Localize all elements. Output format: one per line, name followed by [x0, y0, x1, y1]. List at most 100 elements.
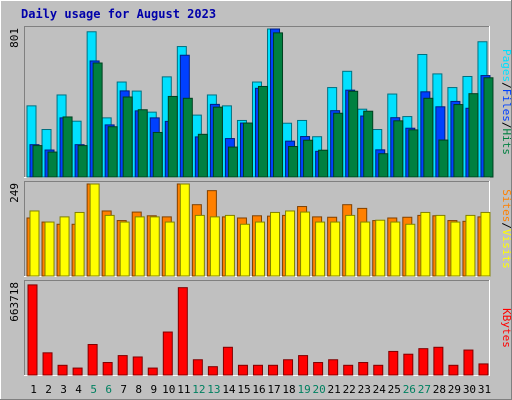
- bar-hits-pages-day-8: [137, 109, 148, 178]
- bar-hits-pages-day-7: [122, 96, 133, 178]
- legend-item-sites: Sites: [500, 189, 512, 222]
- bar-kbytes-kbytes-day-1: [27, 284, 38, 376]
- day-label-11: 11: [177, 383, 190, 396]
- panel-hits-max-label: 801: [8, 28, 21, 48]
- bar-kbytes-kbytes-day-23: [358, 362, 369, 376]
- bar-hits-pages-day-24: [378, 153, 389, 178]
- bar-kbytes-kbytes-day-25: [388, 350, 399, 376]
- bar-kbytes-kbytes-day-8: [132, 356, 143, 376]
- bar-visits-sites-day-31: [480, 211, 491, 277]
- panel-visits-legend-text: Sites/Visits: [500, 189, 512, 269]
- panel-visits: 249 Sites/Visits: [8, 181, 512, 277]
- bar-hits-pages-day-15: [242, 122, 253, 178]
- bar-hits-pages-day-11: [182, 97, 193, 178]
- bar-hits-pages-day-30: [468, 93, 479, 178]
- bar-visits-sites-day-4: [74, 211, 85, 277]
- bar-hits-pages-day-13: [212, 106, 223, 178]
- day-label-18: 18: [282, 383, 295, 396]
- bar-visits-sites-day-3: [59, 216, 70, 277]
- bar-hits-pages-day-29: [453, 104, 464, 178]
- panel-hits: 801 Pages/Files/Hits: [8, 26, 512, 178]
- panel-kbytes-max-label: 663718: [8, 282, 21, 322]
- day-label-4: 4: [75, 383, 82, 396]
- bar-visits-sites-day-27: [420, 211, 431, 277]
- bar-kbytes-kbytes-day-18: [283, 359, 294, 376]
- bar-visits-sites-day-2: [44, 221, 55, 277]
- bar-visits-sites-day-15: [239, 223, 250, 277]
- day-label-24: 24: [373, 383, 387, 396]
- bar-kbytes-kbytes-day-30: [463, 349, 474, 376]
- bar-hits-pages-day-16: [257, 85, 268, 178]
- panel-visits-max-label: 249: [8, 183, 21, 203]
- bar-kbytes-kbytes-day-28: [433, 346, 444, 376]
- bar-hits-pages-day-6: [107, 126, 118, 178]
- bar-kbytes-kbytes-day-4: [72, 367, 83, 376]
- day-label-17: 17: [267, 383, 280, 396]
- day-label-29: 29: [448, 383, 461, 396]
- panel-visits-legend: Sites/Visits: [500, 189, 512, 269]
- bar-hits-pages-day-12: [197, 133, 208, 178]
- bar-kbytes-kbytes-day-31: [478, 363, 489, 376]
- day-label-7: 7: [120, 383, 127, 396]
- day-label-25: 25: [388, 383, 401, 396]
- bar-kbytes-kbytes-day-6: [102, 362, 113, 376]
- day-label-31: 31: [478, 383, 491, 396]
- day-label-5: 5: [90, 383, 97, 396]
- bar-hits-pages-day-3: [62, 116, 73, 178]
- legend-item-files: Files: [500, 89, 512, 122]
- bar-hits-pages-day-26: [408, 129, 419, 178]
- bar-kbytes-kbytes-day-15: [237, 364, 248, 376]
- bar-hits-pages-day-17: [273, 32, 284, 178]
- bar-kbytes-kbytes-day-9: [147, 367, 158, 376]
- day-label-8: 8: [135, 383, 142, 396]
- panel-hits-legend: Pages/Files/Hits: [500, 49, 512, 155]
- day-label-26: 26: [403, 383, 416, 396]
- bar-visits-sites-day-11: [179, 183, 190, 277]
- bar-visits-sites-day-26: [405, 223, 416, 277]
- day-label-16: 16: [252, 383, 265, 396]
- bar-kbytes-kbytes-day-22: [343, 364, 354, 376]
- legend-separator: /: [500, 222, 512, 229]
- bar-hits-pages-day-28: [438, 139, 449, 178]
- bar-hits-pages-day-10: [167, 95, 178, 178]
- bar-kbytes-kbytes-day-3: [57, 364, 68, 376]
- panel-kbytes-legend-text: KBytes: [500, 308, 512, 348]
- day-label-14: 14: [222, 383, 236, 396]
- bar-kbytes-kbytes-day-7: [117, 355, 128, 376]
- bar-visits-sites-day-7: [119, 221, 130, 277]
- day-label-13: 13: [207, 383, 220, 396]
- day-label-9: 9: [150, 383, 157, 396]
- bar-kbytes-kbytes-day-27: [418, 348, 429, 376]
- bar-hits-pages-day-20: [318, 149, 329, 178]
- bar-kbytes-kbytes-day-16: [252, 364, 263, 376]
- day-label-2: 2: [45, 383, 52, 396]
- day-label-6: 6: [105, 383, 112, 396]
- bar-kbytes-kbytes-day-24: [373, 364, 384, 376]
- day-label-3: 3: [60, 383, 67, 396]
- bar-visits-sites-day-22: [345, 214, 356, 277]
- legend-item-kbytes: KBytes: [500, 308, 512, 348]
- bar-hits-pages-day-23: [363, 110, 374, 178]
- bar-hits-pages-day-31: [483, 77, 494, 178]
- legend-separator: /: [500, 82, 512, 89]
- bar-visits-sites-day-5: [89, 183, 100, 277]
- chart-title: Daily usage for August 2023: [21, 7, 216, 21]
- legend-item-pages: Pages: [500, 49, 512, 82]
- bar-visits-sites-day-13: [209, 216, 220, 277]
- day-labels: 1 2 3 4 5 6 7 8 9 10 11 12 13 14 15 16 17 18 19 20 21 22 23 24 2…: [30, 383, 491, 396]
- day-label-10: 10: [162, 383, 175, 396]
- day-label-23: 23: [358, 383, 371, 396]
- bar-visits-sites-day-17: [270, 211, 281, 277]
- day-label-20: 20: [313, 383, 326, 396]
- bar-visits-sites-day-9: [149, 216, 160, 277]
- bar-visits-sites-day-12: [194, 214, 205, 277]
- bar-kbytes-kbytes-day-17: [268, 364, 279, 376]
- bar-visits-sites-day-10: [164, 221, 175, 277]
- bar-hits-pages-day-21: [333, 112, 344, 178]
- bar-hits-pages-day-18: [288, 146, 299, 178]
- bar-kbytes-kbytes-day-11: [177, 287, 188, 376]
- legend-item-visits: Visits: [500, 229, 512, 269]
- panel-kbytes-legend: KBytes: [500, 308, 512, 348]
- bar-visits-sites-day-29: [450, 221, 461, 277]
